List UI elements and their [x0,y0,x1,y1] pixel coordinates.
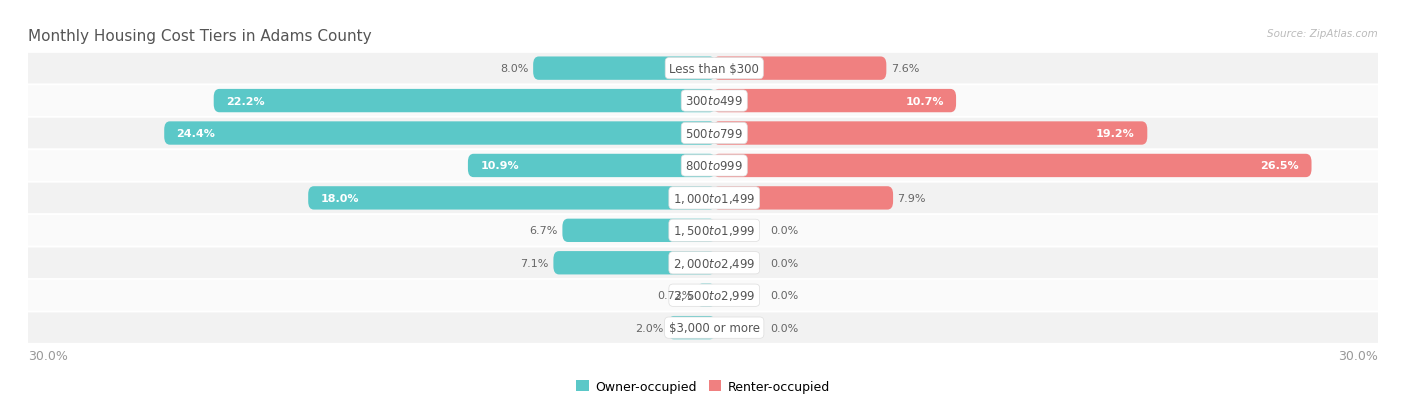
Text: $3,000 or more: $3,000 or more [669,321,759,335]
FancyBboxPatch shape [713,122,1147,145]
Text: 7.9%: 7.9% [897,193,927,203]
FancyBboxPatch shape [468,154,716,178]
FancyBboxPatch shape [713,90,956,113]
Text: 10.7%: 10.7% [905,96,943,106]
Text: $500 to $799: $500 to $799 [685,127,744,140]
FancyBboxPatch shape [17,216,1389,246]
Text: 7.6%: 7.6% [891,64,920,74]
Text: Source: ZipAtlas.com: Source: ZipAtlas.com [1267,29,1378,39]
Text: 10.9%: 10.9% [481,161,519,171]
FancyBboxPatch shape [165,122,716,145]
Text: 0.0%: 0.0% [770,258,799,268]
Text: Less than $300: Less than $300 [669,62,759,76]
FancyBboxPatch shape [17,86,1389,116]
FancyBboxPatch shape [308,187,716,210]
FancyBboxPatch shape [17,151,1389,181]
Text: 0.0%: 0.0% [770,226,799,236]
FancyBboxPatch shape [17,313,1389,343]
FancyBboxPatch shape [668,316,716,339]
Text: 22.2%: 22.2% [226,96,264,106]
Text: 30.0%: 30.0% [1339,349,1378,362]
FancyBboxPatch shape [17,119,1389,149]
FancyBboxPatch shape [17,183,1389,214]
Text: $2,000 to $2,499: $2,000 to $2,499 [673,256,755,270]
FancyBboxPatch shape [713,154,1312,178]
FancyBboxPatch shape [214,90,716,113]
FancyBboxPatch shape [17,54,1389,84]
Text: 19.2%: 19.2% [1097,129,1135,139]
Text: 6.7%: 6.7% [530,226,558,236]
Text: $1,000 to $1,499: $1,000 to $1,499 [673,192,755,205]
Text: 0.0%: 0.0% [770,290,799,301]
Text: $300 to $499: $300 to $499 [685,95,744,108]
FancyBboxPatch shape [713,57,886,81]
Text: 0.0%: 0.0% [770,323,799,333]
FancyBboxPatch shape [17,248,1389,278]
Legend: Owner-occupied, Renter-occupied: Owner-occupied, Renter-occupied [571,375,835,398]
FancyBboxPatch shape [533,57,716,81]
Text: 18.0%: 18.0% [321,193,359,203]
Text: 8.0%: 8.0% [501,64,529,74]
Text: $2,500 to $2,999: $2,500 to $2,999 [673,289,755,302]
FancyBboxPatch shape [554,252,716,275]
FancyBboxPatch shape [697,284,716,307]
Text: 26.5%: 26.5% [1261,161,1299,171]
Text: 24.4%: 24.4% [177,129,215,139]
Text: 2.0%: 2.0% [636,323,664,333]
Text: $800 to $999: $800 to $999 [685,159,744,173]
Text: $1,500 to $1,999: $1,500 to $1,999 [673,224,755,238]
FancyBboxPatch shape [17,280,1389,311]
Text: 7.1%: 7.1% [520,258,548,268]
FancyBboxPatch shape [562,219,716,242]
Text: Monthly Housing Cost Tiers in Adams County: Monthly Housing Cost Tiers in Adams Coun… [28,29,371,44]
Text: 0.73%: 0.73% [657,290,692,301]
Text: 30.0%: 30.0% [28,349,67,362]
FancyBboxPatch shape [713,187,893,210]
